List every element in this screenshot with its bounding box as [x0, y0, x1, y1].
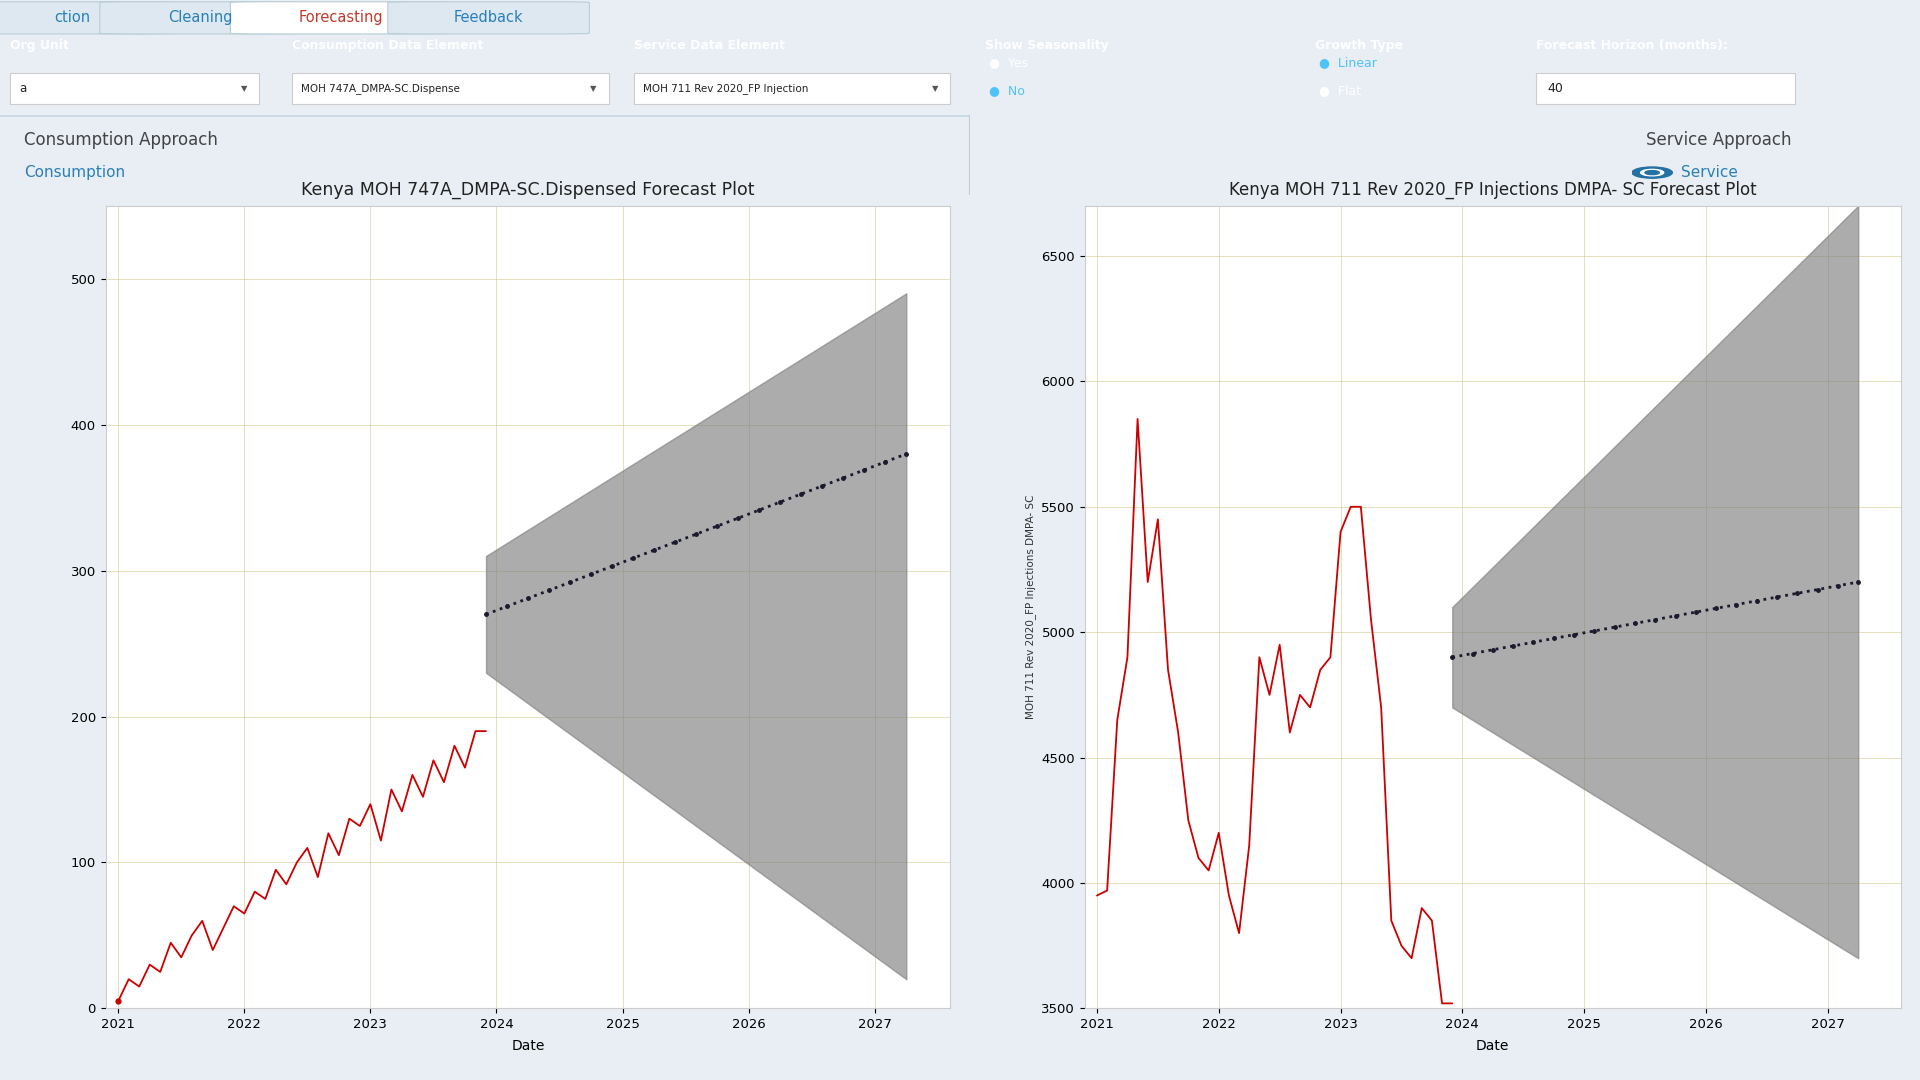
- Text: Cleaning: Cleaning: [169, 10, 232, 25]
- Text: ▼: ▼: [931, 84, 939, 93]
- FancyBboxPatch shape: [10, 73, 259, 104]
- Text: Consumption Approach: Consumption Approach: [25, 131, 219, 149]
- Circle shape: [1645, 171, 1659, 175]
- Text: ction: ction: [54, 10, 90, 25]
- Text: Org Unit: Org Unit: [10, 39, 69, 52]
- Title: Kenya MOH 747A_DMPA-SC.Dispensed Forecast Plot: Kenya MOH 747A_DMPA-SC.Dispensed Forecas…: [301, 180, 755, 199]
- Circle shape: [1632, 167, 1672, 178]
- Text: Consumption: Consumption: [25, 165, 125, 180]
- Y-axis label: MOH 711 Rev 2020_FP Injections DMPA- SC: MOH 711 Rev 2020_FP Injections DMPA- SC: [1025, 495, 1035, 719]
- Text: a: a: [19, 82, 27, 95]
- Text: Service: Service: [1682, 165, 1738, 180]
- Text: Forecast Horizon (months):: Forecast Horizon (months):: [1536, 39, 1728, 52]
- Text: ●  No: ● No: [989, 84, 1025, 97]
- Text: ▼: ▼: [240, 84, 248, 93]
- Text: Forecasting: Forecasting: [298, 10, 384, 25]
- Text: ●  Flat: ● Flat: [1319, 84, 1361, 97]
- X-axis label: Date: Date: [511, 1039, 545, 1053]
- FancyBboxPatch shape: [388, 2, 589, 33]
- Text: MOH 747A_DMPA-SC.Dispense: MOH 747A_DMPA-SC.Dispense: [301, 83, 461, 94]
- FancyBboxPatch shape: [0, 2, 173, 33]
- FancyBboxPatch shape: [1536, 73, 1795, 104]
- Text: Service Data Element: Service Data Element: [634, 39, 785, 52]
- X-axis label: Date: Date: [1476, 1039, 1509, 1053]
- Text: Feedback: Feedback: [453, 10, 524, 25]
- FancyBboxPatch shape: [634, 73, 950, 104]
- Text: ●  Yes: ● Yes: [989, 56, 1027, 69]
- FancyBboxPatch shape: [100, 2, 301, 33]
- Text: MOH 711 Rev 2020_FP Injection: MOH 711 Rev 2020_FP Injection: [643, 83, 808, 94]
- FancyBboxPatch shape: [292, 73, 609, 104]
- Text: Growth Type: Growth Type: [1315, 39, 1404, 52]
- Text: Show Seasonality: Show Seasonality: [985, 39, 1108, 52]
- Text: 40: 40: [1548, 82, 1563, 95]
- Title: Kenya MOH 711 Rev 2020_FP Injections DMPA- SC Forecast Plot: Kenya MOH 711 Rev 2020_FP Injections DMP…: [1229, 180, 1757, 199]
- Text: Consumption Data Element: Consumption Data Element: [292, 39, 484, 52]
- Text: ▼: ▼: [589, 84, 597, 93]
- FancyBboxPatch shape: [230, 2, 451, 33]
- Circle shape: [1640, 170, 1663, 176]
- Text: Service Approach: Service Approach: [1647, 131, 1791, 149]
- Text: ●  Linear: ● Linear: [1319, 56, 1377, 69]
